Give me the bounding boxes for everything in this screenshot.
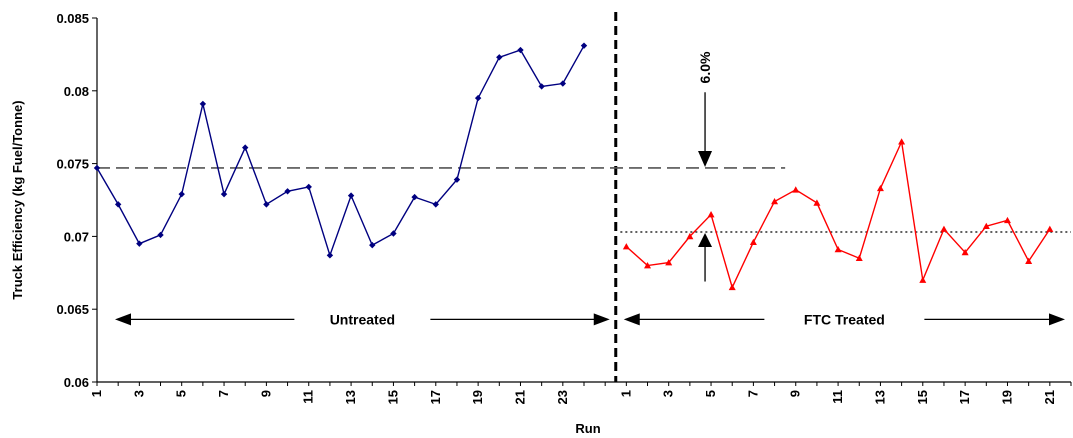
x-tick-label: 1 bbox=[89, 390, 104, 397]
x-tick-label: 17 bbox=[428, 390, 443, 404]
y-tick-label: 0.065 bbox=[56, 302, 89, 317]
x-tick-label: 7 bbox=[745, 390, 760, 397]
treated-data-point bbox=[961, 248, 969, 256]
y-tick-label: 0.06 bbox=[64, 375, 89, 390]
treated-label: FTC Treated bbox=[804, 311, 885, 327]
treated-data-point bbox=[876, 184, 884, 192]
x-tick-label: 11 bbox=[301, 390, 316, 404]
untreated-data-point bbox=[114, 201, 122, 208]
x-tick-label: 21 bbox=[512, 390, 527, 404]
untreated-data-point bbox=[390, 230, 397, 237]
treated-data-point bbox=[1025, 257, 1033, 264]
untreated-data-point bbox=[474, 94, 482, 102]
treated-data-point bbox=[728, 283, 736, 291]
treated-data-point bbox=[982, 222, 990, 230]
x-tick-label: 15 bbox=[915, 390, 930, 404]
y-tick-label: 0.085 bbox=[56, 11, 89, 26]
reduction-percent-label: 6.0% bbox=[697, 51, 713, 83]
untreated-series-line bbox=[96, 45, 585, 258]
untreated-data-point bbox=[242, 144, 249, 151]
y-tick-label: 0.07 bbox=[64, 229, 89, 244]
treated-data-point bbox=[749, 238, 757, 246]
treated-data-point bbox=[855, 254, 863, 262]
treated-data-point bbox=[1003, 216, 1011, 224]
treated-data-point bbox=[813, 199, 821, 206]
untreated-range-left-arrowhead bbox=[115, 313, 131, 326]
x-tick-label: 1 bbox=[618, 390, 633, 397]
untreated-data-point bbox=[432, 201, 439, 208]
treated-data-point bbox=[707, 211, 715, 218]
treated-data-point bbox=[1046, 225, 1054, 232]
treated-data-point bbox=[622, 243, 630, 250]
untreated-data-point bbox=[538, 83, 545, 90]
x-tick-label: 19 bbox=[999, 390, 1014, 404]
untreated-data-point bbox=[580, 42, 588, 49]
treated-data-point bbox=[898, 138, 906, 145]
treated-range-left-arrowhead bbox=[623, 313, 640, 326]
untreated-data-point bbox=[326, 252, 334, 259]
treated-data-point bbox=[644, 262, 652, 269]
x-tick-label: 3 bbox=[661, 390, 676, 397]
reference-lines bbox=[97, 167, 1071, 233]
treated-series-line bbox=[625, 139, 1051, 290]
untreated-data-point bbox=[157, 231, 164, 239]
x-tick-label: 3 bbox=[131, 390, 146, 397]
untreated-data-point bbox=[199, 100, 207, 108]
untreated-data-point bbox=[220, 190, 228, 198]
untreated-data-point bbox=[136, 240, 143, 247]
treated-data-point bbox=[665, 259, 673, 266]
x-tick-label: 7 bbox=[216, 390, 231, 397]
data-series bbox=[93, 42, 1054, 291]
untreated-label: Untreated bbox=[330, 311, 395, 327]
untreated-data-point bbox=[263, 201, 270, 208]
x-tick-label: 13 bbox=[872, 390, 887, 404]
untreated-data-point bbox=[411, 193, 418, 201]
x-tick-label: 19 bbox=[470, 390, 485, 404]
untreated-data-point bbox=[559, 80, 567, 87]
treated-data-point bbox=[919, 276, 927, 283]
y-axis-title: Truck Efficiency (kg Fuel/Tonne) bbox=[10, 100, 25, 299]
untreated-range-right-arrowhead bbox=[593, 313, 610, 326]
untreated-data-point bbox=[178, 190, 185, 198]
x-tick-label: 21 bbox=[1042, 390, 1057, 404]
untreated-data-point bbox=[305, 183, 312, 191]
untreated-data-point bbox=[93, 164, 101, 172]
treated-data-point bbox=[792, 186, 800, 193]
x-tick-label: 11 bbox=[830, 390, 845, 404]
x-tick-label: 5 bbox=[703, 390, 718, 397]
x-tick-label: 17 bbox=[957, 390, 972, 404]
x-tick-label: 9 bbox=[258, 390, 273, 397]
x-tick-label: 23 bbox=[555, 390, 570, 404]
untreated-data-point bbox=[347, 192, 355, 199]
treated-data-point bbox=[771, 197, 779, 205]
treated-data-point bbox=[940, 225, 948, 232]
gap-down-arrowhead bbox=[698, 150, 713, 167]
treated-data-point bbox=[834, 246, 842, 253]
x-tick-label: 15 bbox=[385, 390, 400, 404]
untreated-data-point bbox=[517, 46, 524, 54]
x-axis-title: Run bbox=[575, 421, 600, 436]
x-tick-label: 13 bbox=[343, 390, 358, 404]
treated-range-right-arrowhead bbox=[1049, 313, 1065, 326]
x-tick-label: 5 bbox=[174, 390, 189, 397]
untreated-data-point bbox=[496, 54, 503, 61]
untreated-data-point bbox=[284, 188, 291, 195]
y-tick-label: 0.08 bbox=[64, 84, 89, 99]
untreated-data-point bbox=[369, 241, 376, 249]
untreated-data-point bbox=[453, 176, 461, 183]
gap-up-arrowhead bbox=[698, 233, 713, 248]
y-tick-label: 0.075 bbox=[56, 157, 89, 172]
x-tick-label: 9 bbox=[788, 390, 803, 397]
treated-data-point bbox=[686, 232, 694, 240]
annotations: Untreated FTC Treated 6.0% bbox=[115, 51, 1065, 327]
